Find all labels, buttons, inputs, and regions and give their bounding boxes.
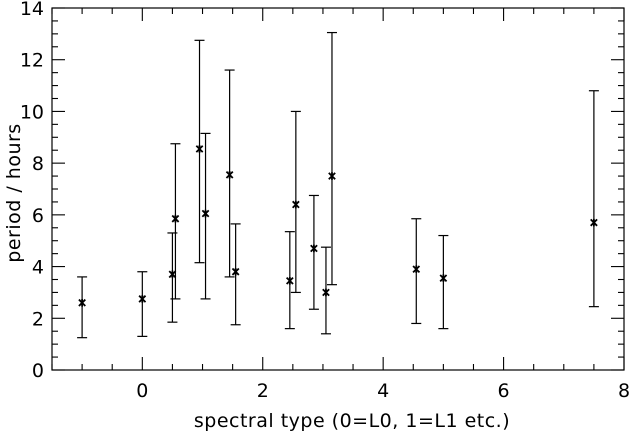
data-point [438, 234, 449, 330]
data-point [290, 110, 301, 294]
asterisk-marker [328, 172, 336, 180]
y-tick-label: 10 [20, 101, 44, 123]
asterisk-marker [225, 170, 234, 179]
asterisk-marker [201, 209, 210, 218]
data-point [194, 39, 205, 264]
data-point [308, 194, 319, 310]
asterisk-marker [171, 214, 180, 223]
y-tick-label: 4 [32, 257, 44, 279]
asterisk-marker [439, 274, 448, 283]
asterisk-marker [231, 267, 240, 276]
plot-frame [51, 7, 625, 371]
y-tick-label: 12 [20, 50, 44, 72]
data-point [167, 232, 178, 323]
x-tick-label: 0 [136, 380, 148, 402]
asterisk-marker [412, 265, 421, 273]
x-tick-label: 6 [498, 380, 510, 402]
asterisk-marker [285, 276, 294, 285]
y-tick-label: 0 [32, 360, 44, 382]
asterisk-marker [292, 200, 300, 209]
data-point [411, 218, 422, 325]
data-point [170, 143, 181, 300]
y-tick-label: 8 [32, 153, 44, 175]
data-point [320, 246, 331, 335]
asterisk-marker [310, 244, 318, 253]
y-tick-label: 6 [32, 205, 44, 227]
asterisk-marker [195, 145, 204, 153]
y-axis-label: period / hours [3, 123, 25, 262]
asterisk-marker [168, 270, 177, 279]
data-point [326, 31, 337, 286]
asterisk-marker [78, 298, 86, 307]
data-point [230, 223, 241, 326]
x-tick-label: 4 [377, 380, 389, 402]
asterisk-marker [590, 218, 598, 227]
data-point [224, 69, 235, 278]
asterisk-marker [138, 295, 147, 303]
axis-ticks [51, 7, 625, 371]
data-point [588, 90, 599, 308]
x-tick-label: 2 [257, 380, 269, 402]
data-marks [77, 31, 599, 339]
data-point [137, 271, 148, 337]
x-tick-label: 8 [618, 380, 629, 402]
x-axis-label: spectral type (0=L0, 1=L1 etc.) [194, 410, 510, 432]
asterisk-marker [322, 288, 330, 297]
data-point [200, 132, 211, 300]
y-tick-label: 14 [20, 0, 44, 20]
y-tick-label: 2 [32, 308, 44, 330]
data-point [77, 276, 88, 339]
tick-labels: 0 2 4 6 8 0 2 4 6 8 10 12 14 [20, 0, 629, 402]
data-point [284, 231, 295, 330]
